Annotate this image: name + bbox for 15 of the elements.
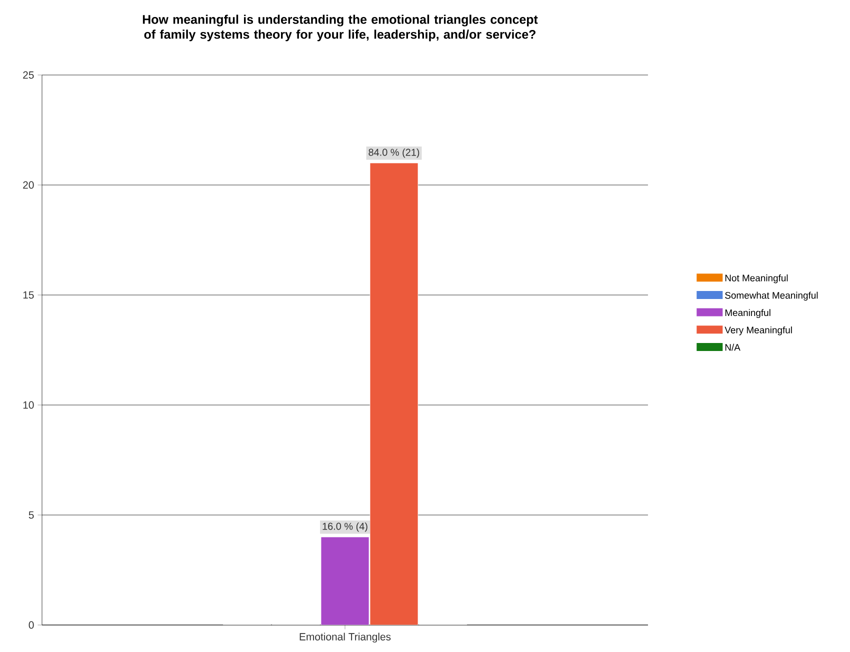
y-tick-label: 5 — [28, 511, 34, 519]
legend-label: Meaningful — [725, 309, 770, 318]
chart-title: How meaningful is understanding the emotional triangles concept of family systems theory for your life, leadership, and/or service? — [142, 14, 538, 42]
data-label: 16.0 % (4) — [322, 522, 368, 532]
y-tick-label: 20 — [23, 181, 34, 189]
legend-label: Not Meaningful — [725, 274, 788, 284]
legend-label: N/A — [725, 344, 740, 351]
y-tick-label: 0 — [28, 621, 34, 629]
y-tick-label: 10 — [23, 401, 34, 409]
y-tick-label: 15 — [23, 291, 34, 299]
data-label: 84.0 % (21) — [368, 148, 420, 158]
legend-label: Very Meaningful — [724, 326, 792, 336]
legend-label: Somewhat Meaningful — [725, 292, 818, 301]
x-tick-label: Emotional Triangles — [300, 632, 391, 643]
y-tick-label: 25 — [23, 71, 34, 79]
